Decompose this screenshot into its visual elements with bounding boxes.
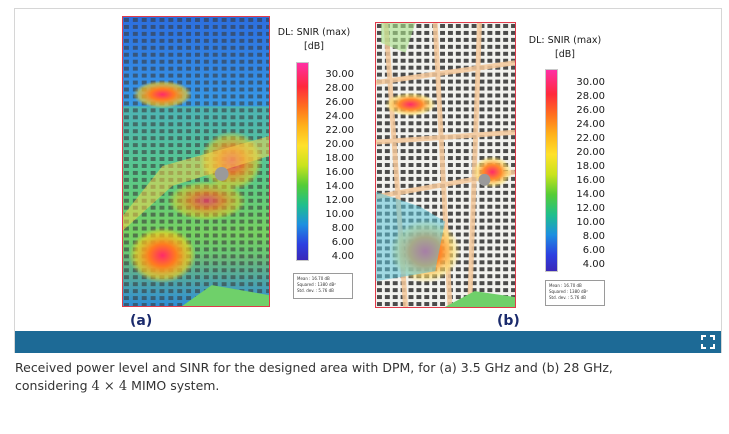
colorbar-b: [545, 69, 558, 272]
figure-toolbar: [15, 331, 721, 353]
colorbar-tick: 30.00: [576, 77, 605, 88]
colorbar-tick: 28.00: [576, 91, 605, 102]
colorbar-tick: 22.00: [325, 125, 354, 136]
colorbar-tick: 14.00: [576, 189, 605, 200]
colorbar-tick: 6.00: [331, 237, 354, 248]
colorbar-tick: 26.00: [325, 97, 354, 108]
colorbar-tick: 4.00: [582, 259, 605, 270]
panel-label-a: (a): [130, 313, 153, 329]
colorbar-tick: 6.00: [582, 245, 605, 256]
colorbar-tick: 20.00: [325, 139, 354, 150]
colorbar-tick: 16.00: [576, 175, 605, 186]
colorbar-tick: 10.00: [576, 217, 605, 228]
colorbar-tick: 8.00: [582, 231, 605, 242]
figure-container: DL: SNIR (max) [dB] 30.00 28.00 26.00 24…: [14, 8, 722, 353]
colorbar-tick: 24.00: [576, 119, 605, 130]
colorbar-tick: 12.00: [576, 203, 605, 214]
heatmap-b: [375, 22, 516, 308]
caption-line-1: Received power level and SINR for the de…: [15, 360, 613, 375]
colorbar-ticks-a: 30.00 28.00 26.00 24.00 22.00 20.00 18.0…: [312, 68, 356, 264]
colorbar-tick: 26.00: [576, 105, 605, 116]
colorbar-title-a-line1: DL: SNIR (max): [277, 27, 351, 38]
colorbar-tick: 18.00: [576, 161, 605, 172]
colorbar-title-b-line2: [dB]: [555, 49, 575, 60]
stats-box-b: Mean : 16.70 dB Squared : 1380 dB² Std. …: [545, 280, 605, 306]
colorbar-tick: 18.00: [325, 153, 354, 164]
caption-prefix: considering: [15, 378, 92, 393]
stats-line: Squared : 1380 dB²: [297, 282, 336, 287]
caption-math: 4 × 4: [91, 379, 128, 394]
heatmap-b-graphic: [376, 23, 515, 307]
colorbar-tick: 4.00: [331, 251, 354, 262]
figure-caption: Received power level and SINR for the de…: [15, 359, 715, 396]
colorbar-tick: 10.00: [325, 209, 354, 220]
colorbar-title-a-line2: [dB]: [304, 41, 324, 52]
expand-icon-graphic: [701, 335, 715, 349]
expand-icon[interactable]: [701, 335, 715, 349]
colorbar-a: [296, 62, 309, 261]
colorbar-ticks-b: 30.00 28.00 26.00 24.00 22.00 20.00 18.0…: [563, 76, 607, 272]
colorbar-tick: 12.00: [325, 195, 354, 206]
colorbar-tick: 22.00: [576, 133, 605, 144]
stats-line: Std. dev. : 5.76 dB: [297, 288, 334, 293]
caption-suffix: MIMO system.: [127, 378, 220, 393]
colorbar-tick: 30.00: [325, 69, 354, 80]
stats-box-a: Mean : 16.70 dB Squared : 1380 dB² Std. …: [293, 273, 353, 299]
stats-line: Squared : 1380 dB²: [549, 289, 588, 294]
stats-line: Mean : 16.70 dB: [549, 283, 582, 288]
colorbar-tick: 24.00: [325, 111, 354, 122]
stats-line: Mean : 16.70 dB: [297, 276, 330, 281]
colorbar-tick: 14.00: [325, 181, 354, 192]
heatmap-a-graphic: [123, 17, 269, 306]
colorbar-tick: 20.00: [576, 147, 605, 158]
stats-line: Std. dev. : 5.76 dB: [549, 295, 586, 300]
panel-label-b: (b): [497, 313, 520, 329]
caption-line-2: considering 4 × 4 MIMO system.: [15, 377, 715, 396]
colorbar-title-b: DL: SNIR (max) [dB]: [523, 34, 607, 62]
colorbar-tick: 16.00: [325, 167, 354, 178]
panel-b: DL: SNIR (max) [dB] 30.00 28.00 26.00 24…: [373, 16, 607, 331]
colorbar-tick: 28.00: [325, 83, 354, 94]
colorbar-title-a: DL: SNIR (max) [dB]: [272, 26, 356, 54]
colorbar-title-b-line1: DL: SNIR (max): [528, 35, 602, 46]
heatmap-a: [122, 16, 270, 307]
colorbar-tick: 8.00: [331, 223, 354, 234]
figure-image: DL: SNIR (max) [dB] 30.00 28.00 26.00 24…: [15, 9, 721, 331]
panel-a: DL: SNIR (max) [dB] 30.00 28.00 26.00 24…: [122, 16, 356, 331]
